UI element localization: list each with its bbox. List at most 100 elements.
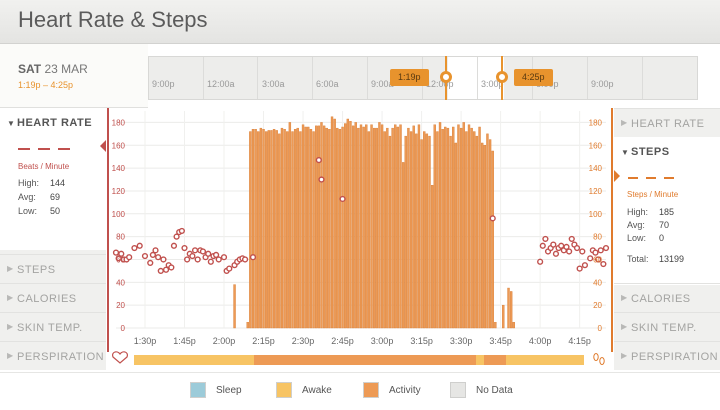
steps-bar: [288, 122, 292, 329]
heart-rate-point: [170, 242, 178, 249]
activity-strip: [112, 351, 605, 365]
date-day-month: 23 MAR: [44, 62, 88, 76]
timeline-gridline: [367, 57, 368, 99]
heart-rate-point: [602, 244, 610, 252]
steps-low-value: 0: [659, 233, 665, 243]
date-box: SAT 23 MAR 1:19p – 4:25p: [0, 44, 148, 108]
sidebar-item-perspiration[interactable]: ▶ PERSPIRATION: [0, 341, 106, 370]
heart-rate-steps-chart: 0 0 20 20 40 40 60 60 80 80 100 100 120 120 140 140 160 1…: [107, 108, 613, 365]
steps-bar: [264, 131, 268, 329]
timeline-selection[interactable]: [448, 57, 504, 99]
hr-avg-label: Avg:: [18, 192, 36, 202]
steps-bar: [344, 123, 347, 329]
steps-bar: [333, 118, 336, 329]
hr-high-value: 144: [50, 178, 66, 188]
activity-segment: [484, 355, 506, 365]
steps-bar: [259, 127, 263, 329]
timeline-scrubber[interactable]: 9:00p 12:00a 3:00a 6:00a 9:00a 12:00p 3:…: [148, 56, 698, 100]
awake-segment: [506, 355, 584, 365]
heart-rate-unit: Beats / Minute: [18, 162, 70, 171]
steps-bar: [380, 124, 384, 329]
chevron-right-icon: ▶: [621, 322, 628, 331]
steps-bar: [396, 126, 400, 329]
steps-bar: [365, 124, 368, 329]
timeline-start-handle[interactable]: [440, 71, 452, 83]
legend-swatch: [276, 382, 292, 398]
timeline-label: 12:00p: [426, 79, 454, 89]
heart-rate-point: [191, 247, 199, 254]
timeline-label: 9:00p: [152, 79, 175, 89]
heart-rate-point: [587, 255, 594, 262]
steps-high-label: High:: [627, 207, 649, 217]
steps-avg-value: 70: [659, 220, 670, 230]
steps-bar: [428, 135, 431, 329]
sidebar-item-label: HEART RATE: [631, 118, 705, 130]
heart-rate-point: [199, 248, 207, 255]
steps-bar: [465, 131, 468, 329]
steps-low-label: Low:: [627, 233, 647, 243]
heart-rate-pointer-icon: [100, 140, 106, 152]
y-tick-label-left: 180: [112, 118, 126, 127]
steps-bar: [494, 322, 497, 329]
timeline-end-handle[interactable]: [496, 71, 508, 83]
legend-swatch: [450, 382, 466, 398]
steps-bar: [486, 133, 489, 329]
steps-bar: [328, 129, 331, 329]
sidebar-item-skin-temp[interactable]: ▶ SKIN TEMP.: [614, 312, 720, 341]
sidebar-item-perspiration[interactable]: ▶ PERSPIRATION: [614, 341, 720, 370]
steps-bar: [391, 127, 394, 329]
timeline-start-flag[interactable]: 1:19p: [390, 69, 429, 86]
steps-bar: [299, 131, 302, 329]
steps-bar: [291, 131, 294, 329]
steps-bar: [407, 127, 410, 329]
steps-bar: [309, 129, 313, 329]
steps-bar: [386, 127, 389, 329]
heart-icon: [112, 351, 128, 364]
timeline-label: 9:00a: [371, 79, 394, 89]
x-tick-label: 4:15p: [568, 336, 591, 346]
steps-bar: [257, 131, 260, 329]
heart-rate-section[interactable]: ▼ HEART RATE Beats / Minute High: 144 Av…: [0, 108, 106, 250]
steps-bar: [296, 127, 299, 329]
timeline-end-flag[interactable]: 4:25p: [514, 69, 553, 86]
chart-tick-labels: 0 0 20 20 40 40 60 60 80 80 100 100 120 120 140 140 160 1…: [112, 118, 603, 346]
heart-rate-point: [563, 243, 570, 251]
steps-bar: [444, 126, 447, 329]
steps-bar: [378, 122, 381, 329]
timeline-label: 9:00p: [591, 79, 614, 89]
hr-low-value: 50: [50, 206, 61, 216]
chevron-right-icon: ▶: [7, 351, 14, 360]
x-tick-label: 2:15p: [252, 336, 275, 346]
steps-bar: [512, 322, 515, 329]
x-tick-label: 3:00p: [371, 336, 394, 346]
sidebar-item-heart-rate[interactable]: ▶ HEART RATE: [614, 108, 720, 137]
steps-section[interactable]: ▼ STEPS Steps / Minute High: 185 Avg: 70…: [614, 137, 720, 285]
sidebar-item-label: CALORIES: [631, 293, 691, 305]
sidebar-item-skin-temp[interactable]: ▶ SKIN TEMP.: [0, 312, 106, 341]
steps-bar: [462, 122, 465, 329]
hr-high-label: High:: [18, 178, 40, 188]
heart-rate-point: [241, 256, 249, 263]
sidebar-item-calories[interactable]: ▶ CALORIES: [0, 283, 106, 312]
x-tick-label: 3:45p: [489, 336, 512, 346]
chart-axes: [107, 108, 613, 352]
steps-bar: [307, 126, 310, 329]
steps-bar: [312, 131, 315, 329]
y-tick-label-right: 60: [593, 255, 602, 264]
steps-bar: [270, 130, 273, 329]
sidebar-item-label: PERSPIRATION: [631, 351, 719, 363]
steps-bar: [467, 124, 471, 329]
sidebar-item-calories[interactable]: ▶ CALORIES: [614, 283, 720, 312]
steps-bar: [475, 135, 479, 329]
steps-bar: [452, 126, 455, 329]
heart-rate-point: [592, 249, 599, 256]
heart-rate-point: [226, 265, 233, 272]
steps-bar: [457, 124, 460, 329]
chevron-right-icon: ▶: [7, 322, 14, 331]
sidebar-item-steps[interactable]: ▶ STEPS: [0, 254, 106, 283]
steps-bar: [412, 125, 415, 329]
sidebar-item-label: STEPS: [17, 264, 56, 276]
heart-rate-point: [112, 249, 120, 256]
heart-rate-point: [160, 256, 167, 263]
heart-rate-point: [542, 235, 549, 243]
